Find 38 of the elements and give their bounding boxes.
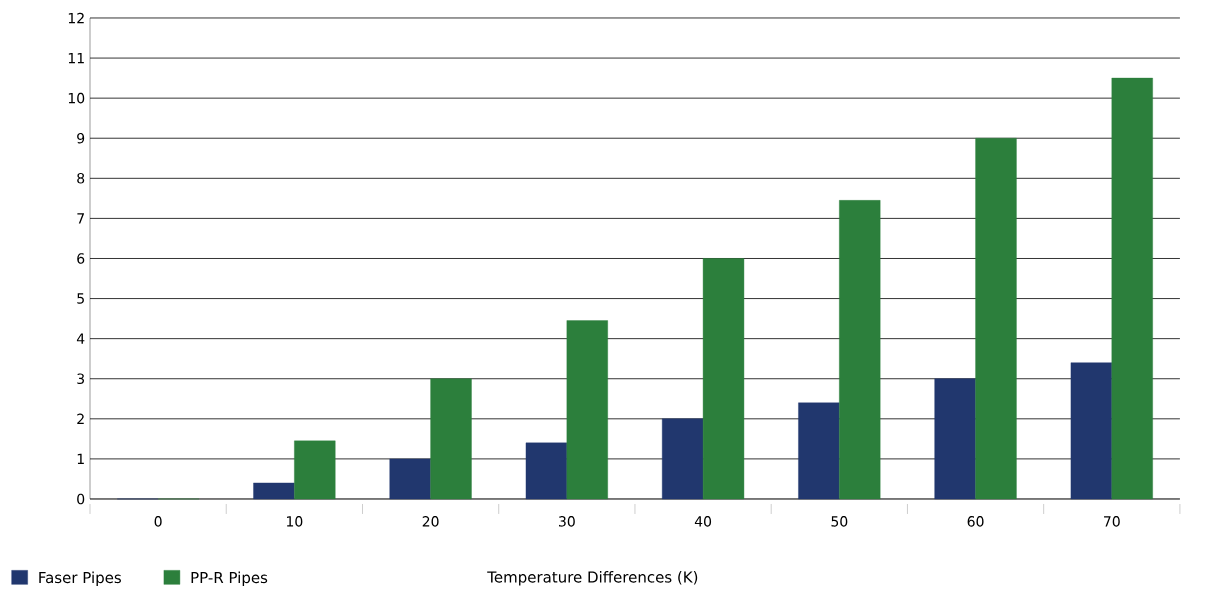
y-tick-label: 11 <box>68 52 84 64</box>
legend-label: PP-R Pipes <box>191 571 268 587</box>
bar <box>1111 77 1153 500</box>
y-tick-label: 2 <box>77 413 84 425</box>
y-tick-label: 4 <box>76 333 85 344</box>
bar <box>839 200 881 500</box>
y-tick-label: 12 <box>68 12 84 24</box>
y-tick-label: 7 <box>77 213 84 224</box>
bar <box>975 138 1017 500</box>
x-tick-label: 40 <box>694 516 712 527</box>
legend-label: Faser Pipes <box>39 571 121 587</box>
bar <box>1070 362 1112 500</box>
bar <box>389 458 431 500</box>
y-tick-label: 0 <box>77 493 85 505</box>
x-tick-label: 10 <box>286 516 303 527</box>
y-tick-label: 8 <box>77 173 85 184</box>
x-tick-label: 30 <box>559 516 575 527</box>
x-tick-label: 60 <box>967 516 984 527</box>
x-tick-label: 70 <box>1104 516 1120 527</box>
x-tick-label: 0 <box>154 516 162 527</box>
y-tick-label: 1 <box>77 453 84 464</box>
bar <box>294 440 336 500</box>
bar <box>253 482 295 500</box>
bar <box>430 378 472 500</box>
bar <box>934 378 976 500</box>
bar <box>798 402 840 500</box>
y-tick-label: 3 <box>77 373 85 385</box>
y-tick-label: 5 <box>77 293 84 304</box>
bar <box>702 258 745 500</box>
x-tick-label: 20 <box>422 516 439 527</box>
x-axis-title: Temperature Differences (K) <box>487 571 698 586</box>
bar <box>525 442 568 500</box>
x-tick-label: 50 <box>831 516 848 527</box>
bar <box>662 418 704 500</box>
y-tick-label: 6 <box>77 253 85 264</box>
bar <box>566 320 608 500</box>
y-tick-label: 9 <box>77 132 85 144</box>
y-tick-label: 10 <box>68 92 85 104</box>
